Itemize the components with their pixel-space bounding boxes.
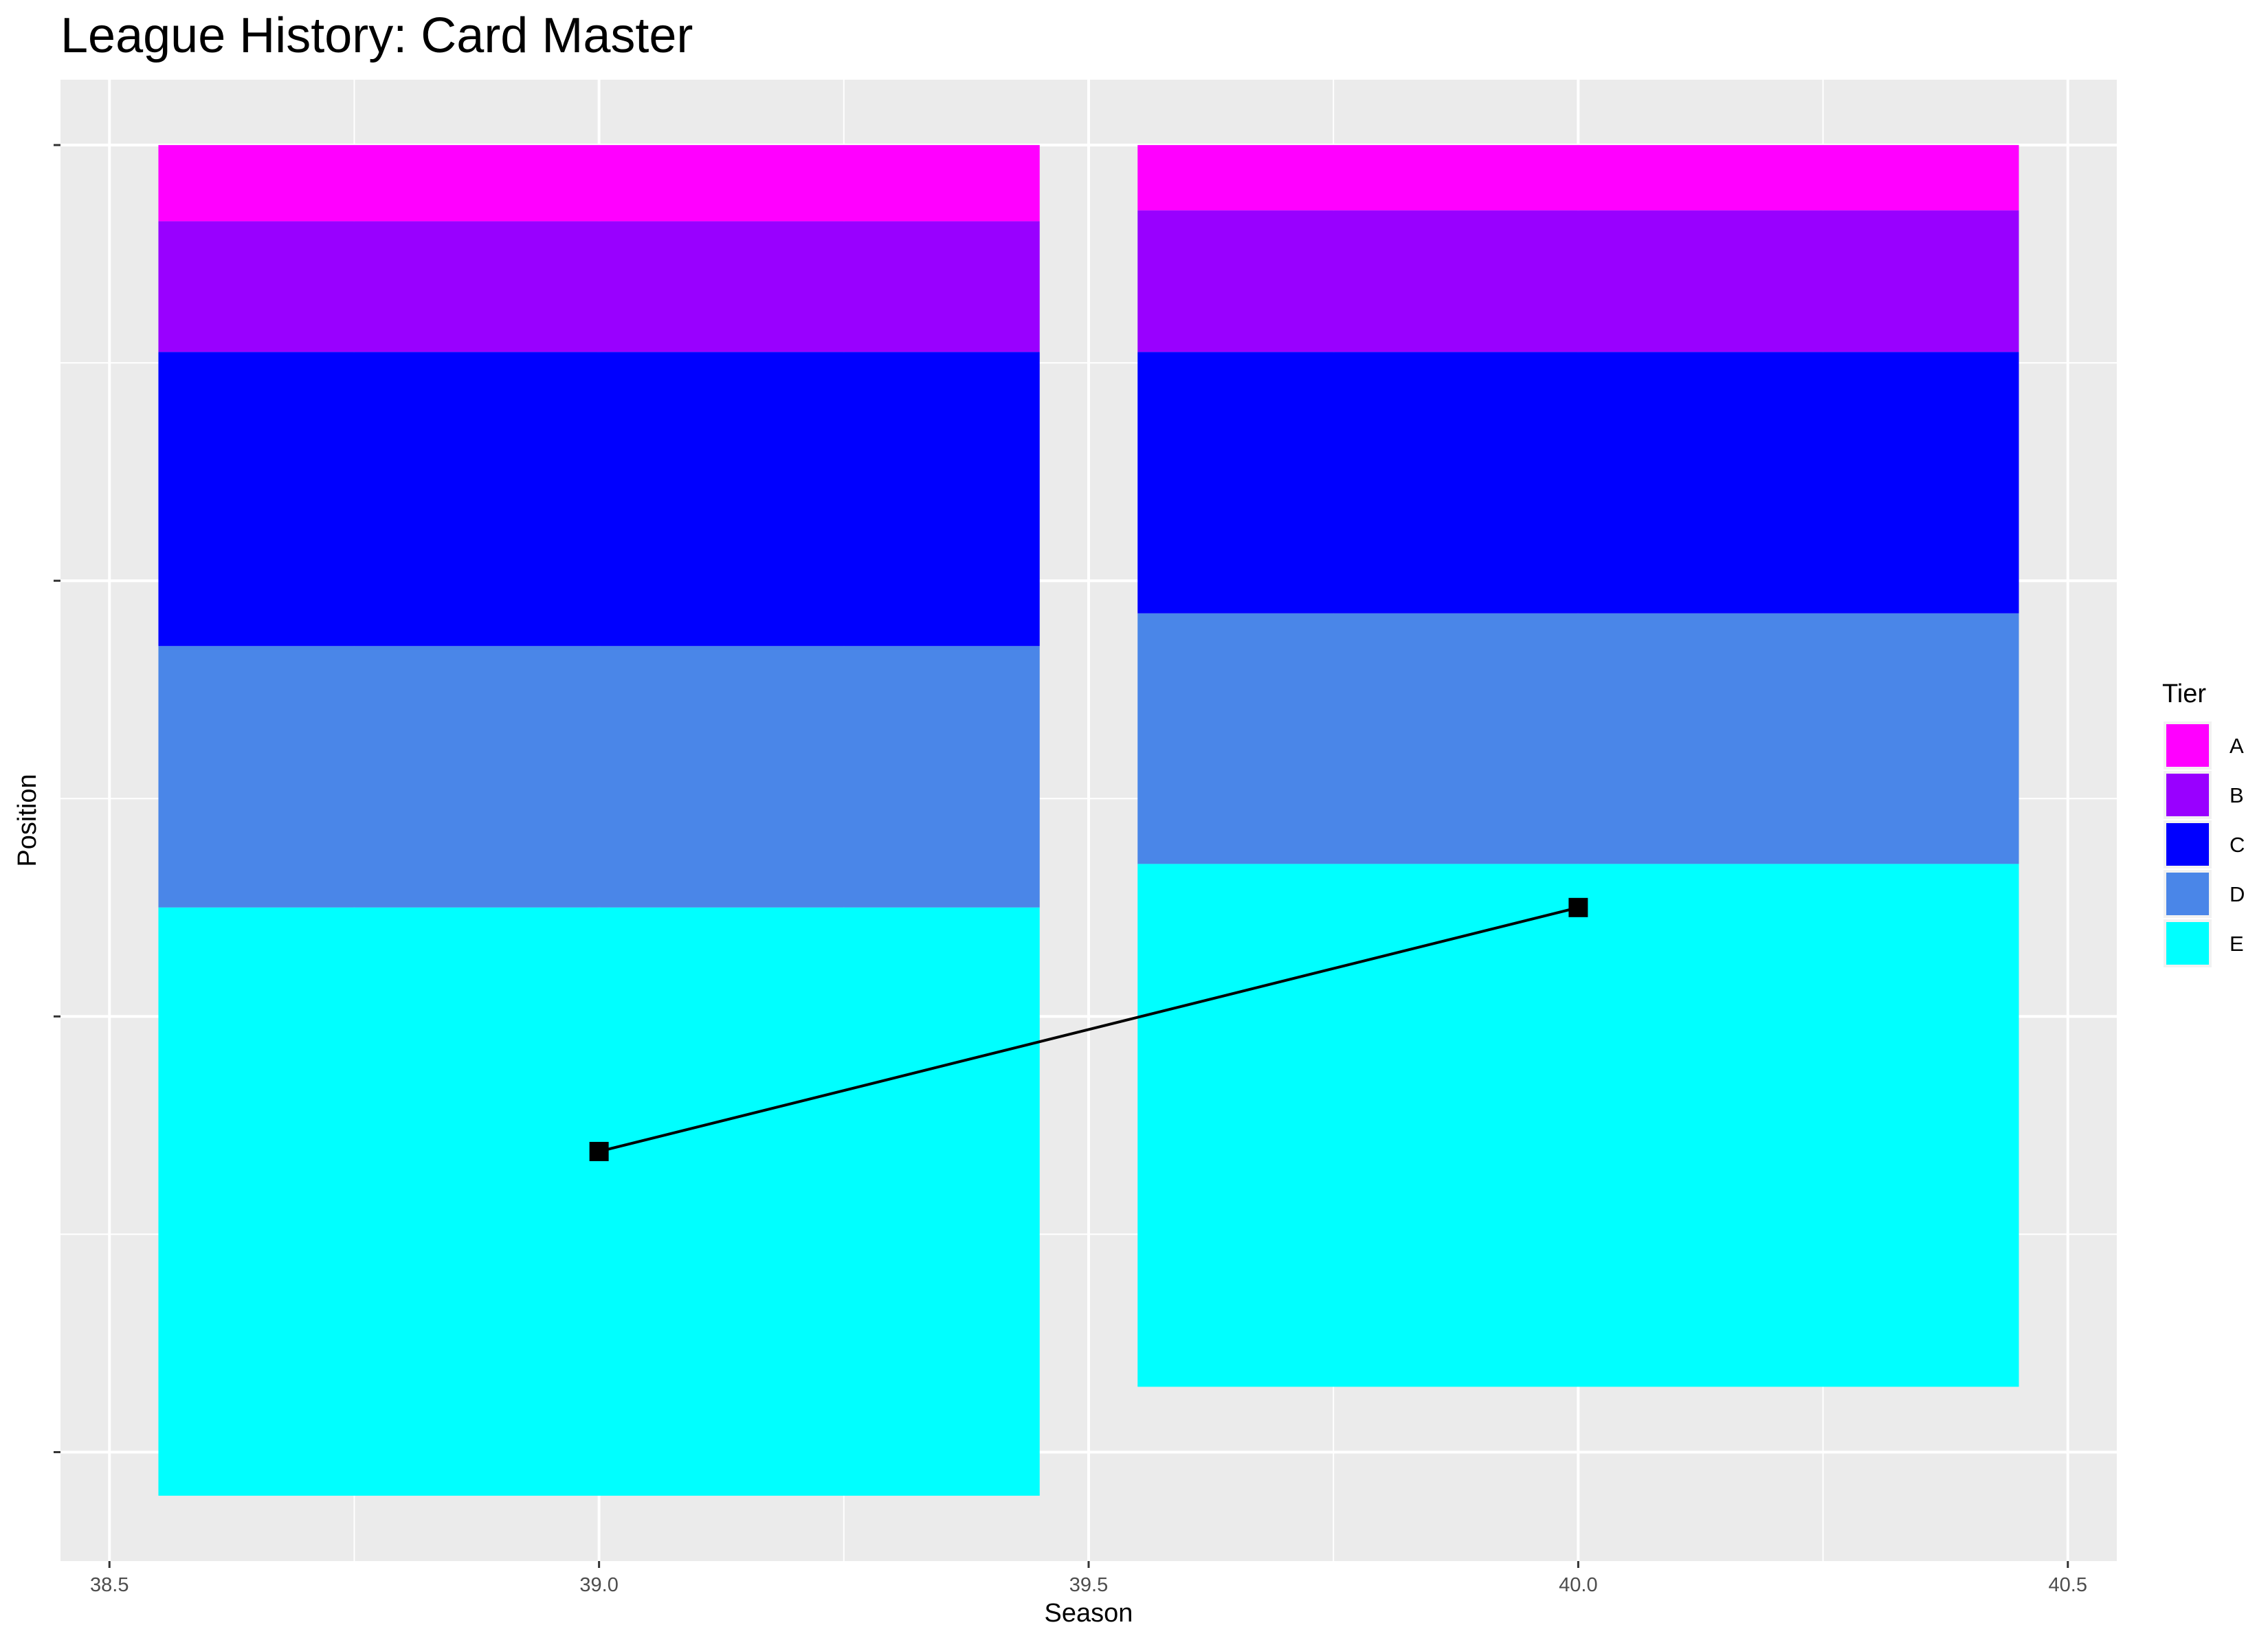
bar-segment-39-b [158,221,1040,352]
bar-segment-40-a [1137,145,2019,211]
legend-label-c: C [2230,833,2245,857]
position-marker [589,1141,609,1161]
bar-segment-39-a [158,145,1040,222]
y-axis-title: Position [13,774,42,866]
legend-key-c [2166,823,2209,866]
bar-segment-40-e [1137,864,2019,1387]
legend-key-d [2166,873,2209,915]
stacked-bars [158,145,2019,1496]
bar-segment-40-d [1137,613,2019,864]
x-tick-label: 39.5 [1069,1574,1108,1596]
legend-label-d: D [2230,882,2245,906]
bar-segment-39-d [158,646,1040,908]
legend-key-a [2166,724,2209,767]
x-axis: 38.5 39.0 39.5 40.0 40.5 [90,1561,2087,1596]
x-axis-title: Season [1045,1599,1133,1628]
legend: Tier A B C D E [2162,680,2245,967]
bar-segment-40-b [1137,210,2019,352]
x-tick-label: 40.0 [1559,1574,1597,1596]
chart-title: League History: Card Master [60,8,693,63]
legend-label-a: A [2230,734,2244,758]
y-axis [54,144,60,1453]
bar-segment-39-c [158,352,1040,647]
position-line [599,906,1579,1153]
legend-label-e: E [2230,932,2244,956]
position-marker [1568,897,1588,917]
legend-label-b: B [2230,783,2244,807]
x-tick-label: 40.5 [2049,1574,2087,1596]
legend-key-e [2166,922,2209,965]
legend-title: Tier [2162,680,2206,708]
x-tick-label: 38.5 [90,1574,129,1596]
bar-segment-40-c [1137,352,2019,614]
x-tick-label: 39.0 [579,1574,618,1596]
position-series [589,897,1588,1161]
bar-segment-39-e [158,907,1040,1496]
legend-key-b [2166,774,2209,816]
